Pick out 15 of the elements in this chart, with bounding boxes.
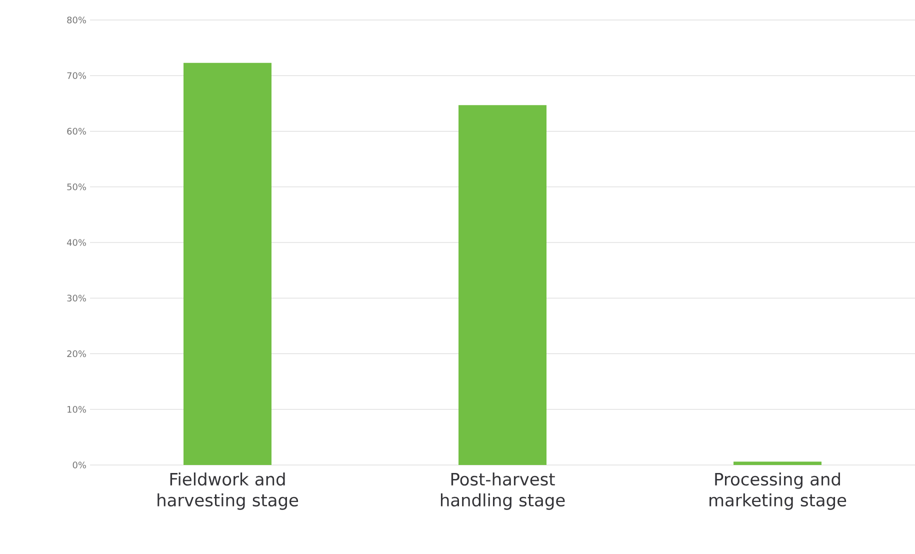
- y-tick-label: 30%: [67, 294, 86, 302]
- y-tick-label: 0%: [72, 462, 86, 468]
- x-tick-label: Fieldwork and harvesting stage: [158, 472, 298, 510]
- bar: [184, 62, 272, 465]
- y-tick-label: 20%: [67, 350, 86, 358]
- y-tick-label: 60%: [67, 128, 86, 135]
- bar: [458, 105, 547, 465]
- x-tick-label: Processing and marketing stage: [710, 472, 846, 510]
- y-tick-label: 40%: [66, 239, 86, 246]
- y-tick-label: 10%: [68, 406, 86, 413]
- y-tick-label: 70%: [67, 72, 86, 80]
- y-tick-label: 50%: [67, 183, 86, 190]
- y-tick-label: 80%: [67, 16, 86, 24]
- x-tick-label: Post-harvest handling stage: [440, 472, 565, 510]
- bar: [734, 462, 822, 465]
